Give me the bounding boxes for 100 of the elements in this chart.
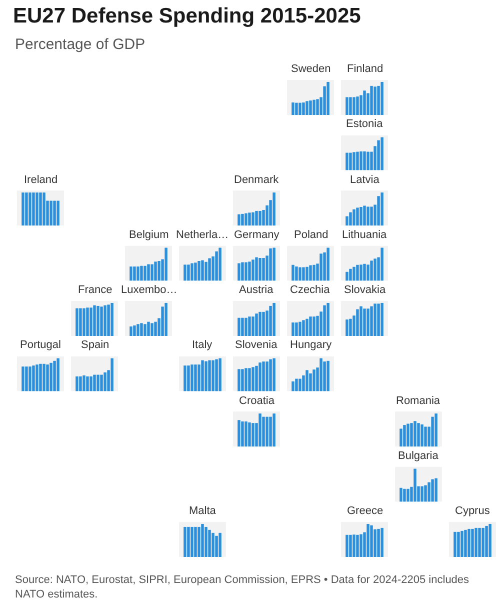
bar: [366, 206, 370, 226]
bar: [187, 366, 190, 392]
bar: [93, 374, 96, 392]
bar: [190, 526, 194, 557]
bar: [292, 381, 294, 392]
bar: [110, 358, 114, 392]
bar: [360, 264, 362, 281]
bar: [292, 102, 294, 115]
bar: [298, 102, 302, 115]
bar: [363, 264, 366, 281]
bar: [241, 421, 244, 446]
bar: [262, 416, 265, 446]
bar: [370, 260, 373, 281]
bar: [50, 362, 52, 392]
bar: [380, 302, 384, 336]
bar: [164, 302, 168, 336]
bar: [360, 207, 362, 226]
bar: [215, 359, 218, 392]
bar: [366, 524, 370, 557]
bar: [147, 264, 150, 281]
bar: [316, 99, 319, 115]
bar: [241, 318, 244, 336]
bar: [360, 151, 362, 170]
chart-title: Hungary: [290, 339, 332, 351]
bar: [320, 254, 322, 281]
bar: [208, 530, 211, 557]
bar: [244, 368, 248, 392]
bar: [238, 263, 240, 281]
bar: [258, 210, 262, 226]
bar: [474, 528, 478, 557]
bar: [244, 262, 248, 281]
bar: [352, 266, 356, 281]
bar: [377, 196, 380, 226]
bar: [346, 534, 348, 557]
chart-title: Netherla…: [176, 229, 229, 241]
bar: [454, 532, 456, 557]
bar: [346, 216, 348, 226]
bar: [320, 358, 322, 392]
bar: [154, 262, 157, 281]
text: EU27 Defense Spending 2015-2025: [13, 4, 362, 28]
bar: [42, 364, 46, 392]
bar: [488, 524, 492, 557]
bar: [306, 101, 308, 115]
bar: [184, 264, 186, 281]
bar: [302, 320, 305, 336]
bar: [377, 86, 380, 115]
bar: [346, 319, 348, 336]
bar: [140, 266, 143, 281]
bar: [374, 529, 376, 557]
bar: [36, 364, 38, 392]
bar: [482, 528, 484, 557]
bar: [306, 318, 308, 336]
bar: [374, 258, 376, 281]
bar: [312, 369, 316, 392]
chart-title: Germany: [234, 229, 280, 241]
bar: [363, 90, 366, 115]
bar: [326, 82, 330, 115]
bar: [309, 373, 312, 392]
chart-title: Czechia: [290, 284, 331, 296]
bar: [403, 425, 406, 446]
bar: [380, 82, 384, 115]
bar: [406, 488, 410, 502]
chart-title: Cyprus: [455, 505, 490, 517]
chart-title: Denmark: [234, 174, 280, 186]
bar: [190, 263, 194, 281]
bar: [96, 374, 100, 392]
bar: [370, 206, 373, 226]
bar: [140, 323, 143, 336]
bar: [248, 262, 251, 281]
bar: [424, 485, 427, 502]
source-note: Source: NATO, Eurostat, SIPRI, European Commission, EPRS • Data for 2024-2205 includes NATO estimates.: [15, 574, 470, 600]
bar: [252, 316, 254, 336]
bar: [269, 306, 272, 336]
bar: [252, 423, 254, 446]
bar: [312, 100, 316, 115]
bar: [478, 528, 481, 557]
bar: [258, 362, 262, 392]
bar: [424, 426, 427, 446]
bar: [428, 482, 430, 502]
bar: [349, 212, 352, 226]
bar: [262, 312, 265, 336]
bar: [258, 312, 262, 336]
chart-title: Latvia: [350, 174, 380, 186]
bar: [53, 360, 56, 392]
bar: [194, 526, 197, 557]
bar: [90, 376, 92, 392]
bar: [104, 372, 106, 392]
chart-title: Estonia: [346, 118, 384, 130]
bar: [366, 152, 370, 170]
bar: [485, 526, 488, 557]
bar: [198, 526, 200, 557]
bar: [262, 362, 265, 392]
chart-title: Spain: [81, 339, 110, 351]
bar: [258, 413, 262, 446]
bar: [241, 262, 244, 281]
bar: [255, 314, 258, 336]
bar: [218, 358, 222, 392]
bar: [248, 212, 251, 226]
bar: [130, 326, 132, 336]
bar: [187, 526, 190, 557]
